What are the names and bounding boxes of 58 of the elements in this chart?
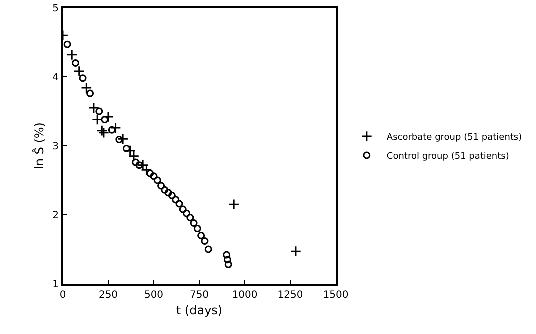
point xyxy=(224,256,232,264)
point xyxy=(164,189,172,197)
point xyxy=(150,172,158,180)
point xyxy=(132,158,140,166)
point xyxy=(204,246,212,254)
y-tick-label: 5 xyxy=(52,4,59,14)
point xyxy=(194,225,202,233)
y-tick-label: 2 xyxy=(52,210,59,222)
point xyxy=(198,232,206,240)
point xyxy=(161,186,169,194)
x-tick-label: 0 xyxy=(60,290,66,301)
point xyxy=(158,182,166,190)
point xyxy=(79,74,87,82)
point xyxy=(176,200,184,208)
point xyxy=(186,214,194,222)
point xyxy=(290,246,302,258)
point xyxy=(117,133,129,145)
y-tick-label: 1 xyxy=(52,280,59,290)
point xyxy=(101,116,109,124)
x-axis-title: t (days) xyxy=(176,303,223,318)
point xyxy=(179,206,187,214)
legend-label: Control group (51 patients) xyxy=(386,152,510,162)
point xyxy=(96,108,104,116)
point xyxy=(81,82,92,94)
point xyxy=(86,90,94,98)
point xyxy=(228,199,240,210)
x-tick-label: 750 xyxy=(190,290,210,301)
point xyxy=(224,260,232,268)
y-axis-title: ln Ŝ (%) xyxy=(31,122,46,170)
point xyxy=(74,66,86,78)
point xyxy=(154,176,162,184)
x-tick-label: 500 xyxy=(144,290,164,301)
point xyxy=(201,237,209,245)
point xyxy=(64,40,72,48)
point xyxy=(98,127,110,139)
point xyxy=(183,210,191,218)
x-tick-label: 250 xyxy=(98,290,118,301)
y-tick-label: 4 xyxy=(52,72,59,84)
point xyxy=(102,111,114,123)
point xyxy=(88,102,100,114)
y-tick-label: 3 xyxy=(52,142,59,152)
point xyxy=(108,126,116,134)
point xyxy=(122,145,130,153)
point xyxy=(168,192,176,200)
point xyxy=(190,220,198,228)
legend-label: Ascorbate group (51 patients) xyxy=(386,133,522,144)
point xyxy=(116,136,124,144)
x-tick-label: 1250 xyxy=(278,290,304,301)
point xyxy=(172,196,180,204)
point xyxy=(72,59,80,67)
point xyxy=(96,125,108,136)
point xyxy=(223,251,231,259)
point xyxy=(136,162,144,170)
x-tick-label: 1000 xyxy=(232,290,258,301)
x-tick-label: 1500 xyxy=(323,290,349,301)
point xyxy=(66,49,78,61)
point xyxy=(110,122,122,134)
point xyxy=(146,170,154,178)
